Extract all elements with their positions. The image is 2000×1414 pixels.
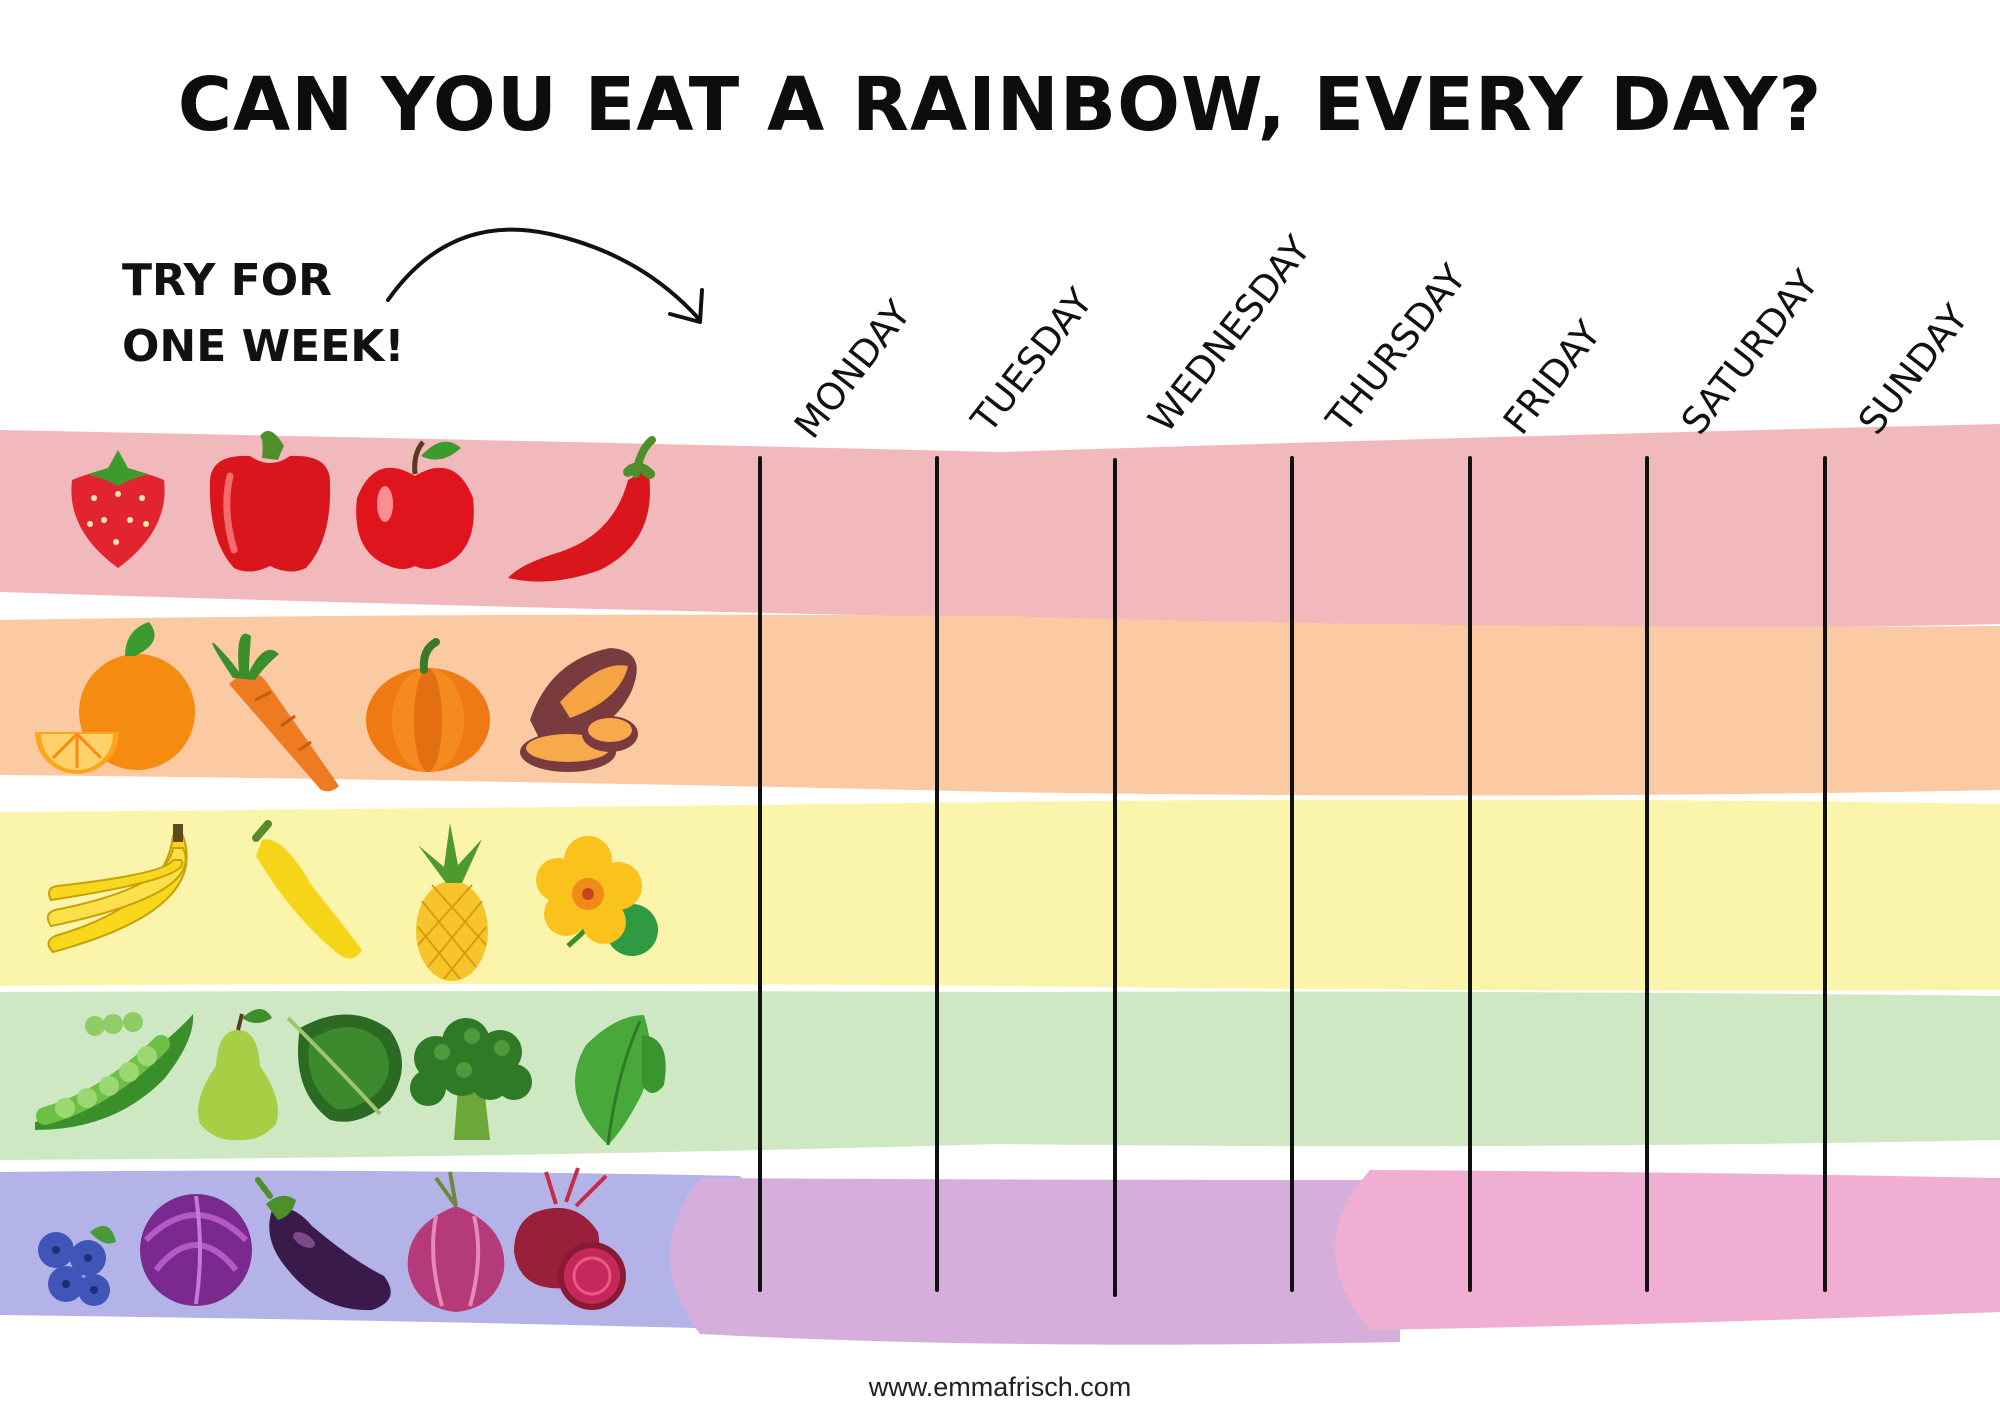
blueberry-icon: [38, 1225, 116, 1306]
yellow-band: [0, 799, 2000, 991]
chili-pepper-icon: [508, 436, 656, 582]
page-title: CAN YOU EAT A RAINBOW, EVERY DAY?: [177, 62, 1823, 148]
strawberry-icon: [71, 450, 165, 568]
try-prompt: TRY FOR ONE WEEK!: [122, 248, 404, 380]
yellow-zucchini-icon: [252, 820, 362, 959]
carrot-icon: [212, 633, 339, 792]
leaf-icon: [575, 1015, 666, 1146]
red-apple-icon: [356, 440, 474, 569]
curved-arrow-icon: [386, 227, 704, 324]
kale-icon: [286, 1014, 402, 1122]
purple-band-middle: [670, 1178, 1400, 1345]
peas-icon: [35, 1012, 194, 1130]
orange-icon: [35, 622, 195, 774]
pear-icon: [198, 1009, 278, 1141]
pumpkin-icon: [366, 638, 490, 772]
pineapple-icon: [416, 823, 488, 981]
sweet-potato-icon: [520, 648, 638, 772]
beetroot-icon: [514, 1167, 626, 1310]
broccoli-icon: [410, 1018, 532, 1140]
red-cabbage-icon: [140, 1194, 252, 1306]
try-prompt-line2: ONE WEEK!: [122, 321, 405, 372]
footer-website: www.emmafrisch.com: [868, 1372, 1132, 1402]
red-onion-icon: [407, 1171, 505, 1312]
orange-band: [0, 614, 2000, 796]
red-pepper-icon: [209, 430, 331, 572]
purple-band-right: [1335, 1170, 2000, 1330]
nasturtium-icon: [536, 836, 658, 956]
eggplant-icon: [255, 1177, 391, 1311]
red-band: [0, 424, 2000, 629]
banana-icon: [46, 824, 188, 954]
try-prompt-line1: TRY FOR: [122, 255, 333, 306]
